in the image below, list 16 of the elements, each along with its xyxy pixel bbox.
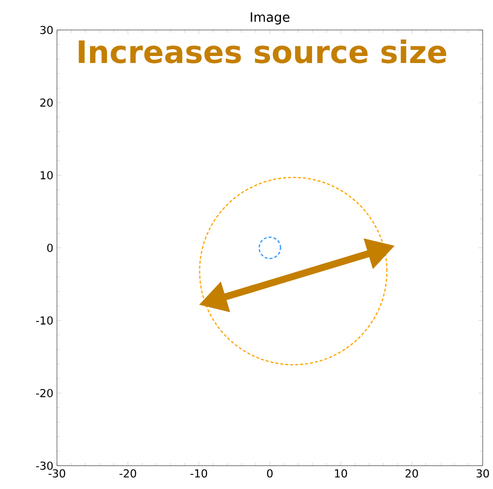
y-tick-label: 0 [47,244,53,252]
x-tick-label: -30 [48,469,66,478]
x-tick-label: -20 [120,469,136,478]
y-tick-label: 10 [40,171,53,180]
x-tick-label: 0 [267,469,273,478]
annotation: Increases source size [78,40,446,64]
y-tick-label: -10 [36,316,53,325]
x-tick-label: -10 [190,469,208,478]
x-tick-label: 20 [406,469,418,478]
y-tick-label: -20 [36,389,53,398]
chart-title: Image [250,12,290,25]
y-tick-label: -30 [36,462,53,470]
y-tick-label: 30 [40,26,53,34]
x-tick-label: 10 [335,469,348,478]
x-tick-label: 30 [476,469,489,478]
y-tick-label: 20 [40,98,53,107]
